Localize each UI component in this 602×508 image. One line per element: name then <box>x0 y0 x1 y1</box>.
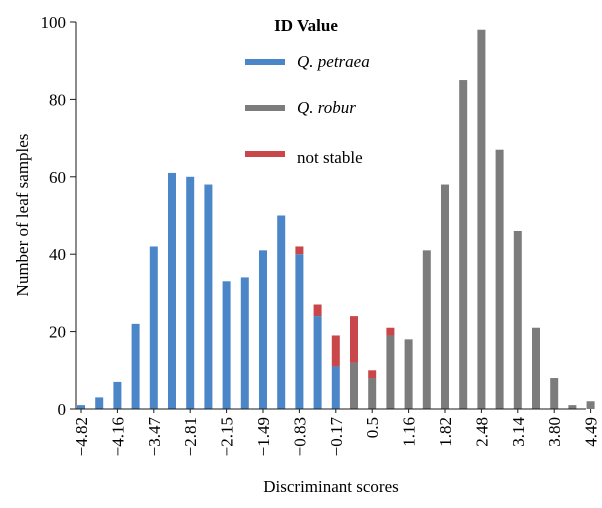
x-axis-label: Discriminant scores <box>263 477 399 496</box>
x-tick-label: 0.5 <box>363 417 382 438</box>
legend-swatch-petraea <box>245 59 285 65</box>
bar-petraea <box>277 215 286 409</box>
legend-swatch-robur <box>245 105 285 111</box>
bar-robur <box>368 378 377 409</box>
x-tick-label: −2.15 <box>218 417 237 456</box>
bar-not-stable <box>295 246 304 255</box>
bar-not-stable <box>386 327 395 336</box>
bar-petraea <box>77 405 85 409</box>
bar-not-stable <box>331 335 340 367</box>
x-tick-label: −4.16 <box>108 417 127 456</box>
x-tick-labels: −4.82 −4.16 −3.47 −2.81 −2.15 −1.49 −0.83 −0.17… <box>72 409 601 456</box>
x-tick-label: −3.47 <box>145 417 164 457</box>
bar-robur <box>568 405 577 409</box>
x-tick-label: 1.16 <box>400 417 419 447</box>
axes <box>75 22 586 410</box>
x-tick-label: 2.48 <box>472 417 491 447</box>
bar-robur <box>441 184 449 409</box>
y-tick-label: 100 <box>41 13 67 32</box>
bar-petraea <box>131 323 140 409</box>
y-tick-label: 0 <box>58 400 67 419</box>
bar-robur <box>422 250 431 409</box>
bar-petraea <box>222 281 231 409</box>
bar-robur <box>532 327 540 409</box>
bar-robur <box>513 230 522 409</box>
bar-petraea <box>168 172 176 409</box>
bar-not-stable <box>350 316 358 363</box>
bar-petraea <box>313 316 322 409</box>
bar-petraea <box>95 397 104 409</box>
x-tick-label: −0.17 <box>327 417 346 457</box>
bar-petraea <box>240 277 249 409</box>
y-tick-label: 20 <box>49 323 66 342</box>
bar-petraea <box>204 184 213 409</box>
x-tick-label: 4.49 <box>582 417 601 447</box>
bar-robur <box>386 335 395 409</box>
bar-robur <box>404 339 413 409</box>
x-tick-label: −1.49 <box>254 417 273 456</box>
y-tick-label: 80 <box>49 90 66 109</box>
bar-robur <box>459 80 468 410</box>
x-tick-label: −0.83 <box>290 417 309 456</box>
bar-robur <box>550 378 559 409</box>
legend-swatch-not-stable <box>245 151 285 157</box>
bar-not-stable <box>368 370 377 379</box>
y-tick-label: 40 <box>49 245 66 264</box>
bars <box>77 29 595 410</box>
bar-robur <box>586 401 595 409</box>
x-tick-label: 1.82 <box>436 417 455 447</box>
bar-petraea <box>331 366 340 409</box>
bar-not-stable <box>313 304 322 317</box>
bar-robur <box>477 29 486 410</box>
legend-title: ID Value <box>274 16 338 35</box>
bar-petraea <box>113 381 122 409</box>
x-tick-label: 3.80 <box>545 417 564 447</box>
bar-petraea <box>259 250 267 409</box>
bar-robur <box>495 149 504 409</box>
y-axis-ticks: 0 20 40 60 80 100 <box>41 13 76 419</box>
bar-petraea <box>295 254 304 409</box>
y-tick-label: 60 <box>49 168 66 187</box>
x-tick-label: 3.14 <box>509 417 528 447</box>
x-tick-label: −4.82 <box>72 417 91 456</box>
bar-petraea <box>186 176 195 409</box>
bar-robur <box>350 362 358 409</box>
y-axis-label: Number of leaf samples <box>13 134 32 297</box>
x-tick-label: −2.81 <box>181 417 200 456</box>
legend-label-petraea: Q. petraea <box>297 52 370 71</box>
bar-petraea <box>149 246 158 409</box>
legend-label-not-stable: not stable <box>297 148 363 167</box>
legend-label-robur: Q. robur <box>297 98 356 117</box>
legend: ID Value Q. petraea Q. robur not stable <box>245 16 370 167</box>
